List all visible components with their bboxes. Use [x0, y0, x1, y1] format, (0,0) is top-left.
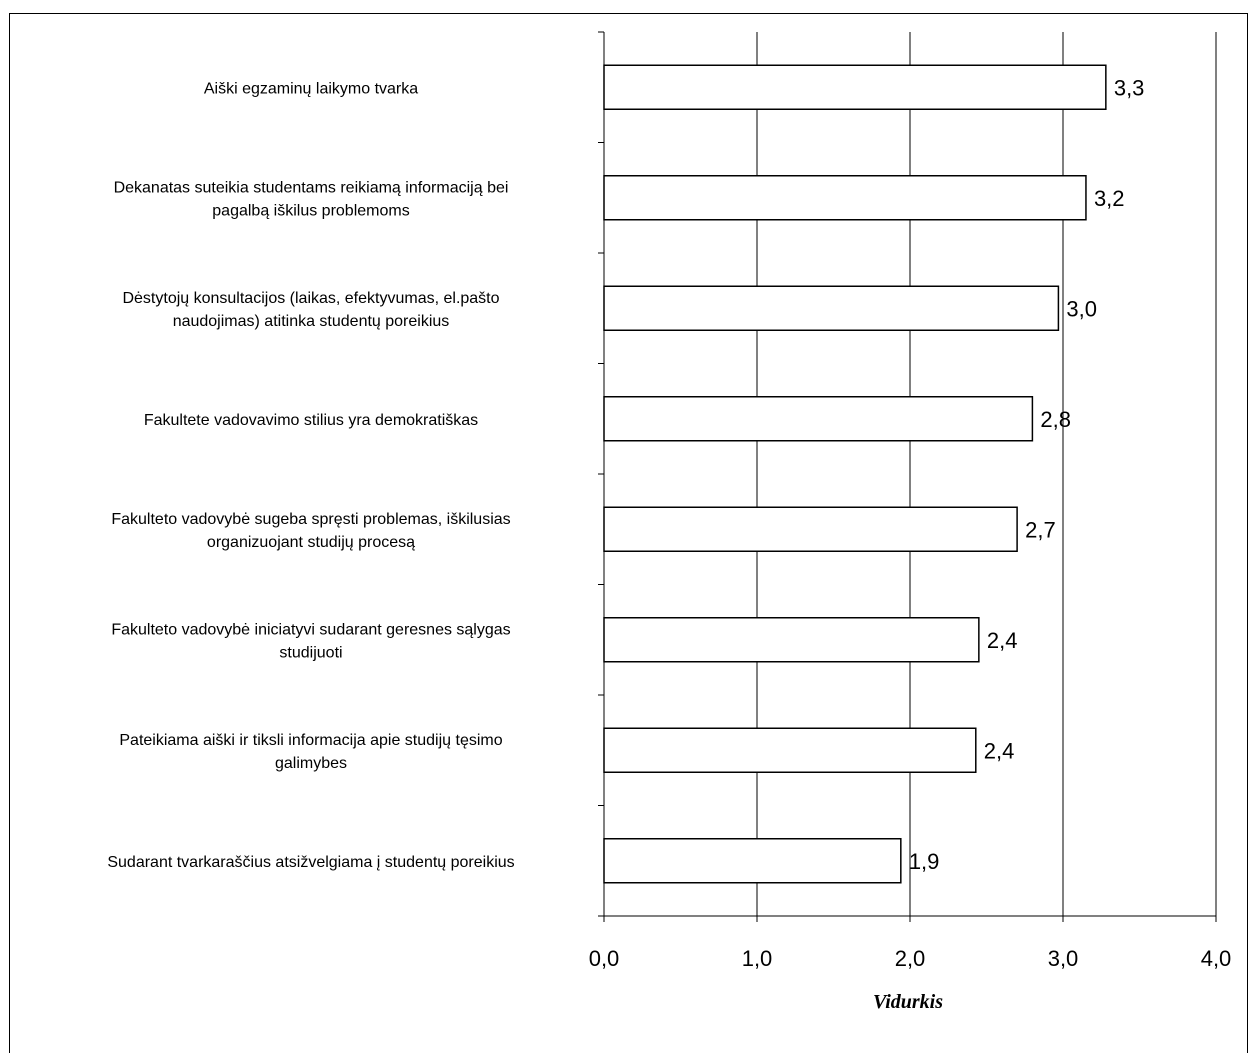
- data-label: 3,3: [1114, 75, 1145, 100]
- axes: [598, 31, 1217, 922]
- data-label: 2,4: [987, 628, 1018, 653]
- category-label: Pateikiama aiški ir tiksli informacija a…: [119, 732, 502, 772]
- data-label: 3,0: [1066, 296, 1097, 321]
- category-label-line: studijuoti: [279, 644, 342, 661]
- category-label-line: naudojimas) atitinka studentų poreikius: [173, 313, 450, 330]
- category-label-line: organizuojant studijų procesą: [207, 534, 415, 551]
- category-label: Fakulteto vadovybė sugeba spręsti proble…: [111, 511, 510, 551]
- category-label: Fakultete vadovavimo stilius yra demokra…: [144, 412, 478, 429]
- x-tick-label: 1,0: [742, 946, 773, 971]
- x-tick-label: 0,0: [589, 946, 620, 971]
- category-label-line: Sudarant tvarkaraščius atsižvelgiama į s…: [107, 854, 514, 871]
- bar: [603, 64, 1107, 110]
- category-labels: Aiški egzaminų laikymo tvarka Dekanatas s…: [107, 80, 514, 871]
- bar: [603, 506, 1018, 552]
- bar: [603, 727, 977, 773]
- data-label: 2,8: [1040, 407, 1071, 432]
- x-tick-label: 4,0: [1201, 946, 1232, 971]
- category-label-line: Dėstytojų konsultacijos (laikas, efektyv…: [122, 290, 499, 307]
- category-label-line: Fakulteto vadovybė iniciatyvi sudarant g…: [111, 621, 510, 638]
- bar: [603, 396, 1034, 442]
- bar: [603, 838, 902, 884]
- category-label: Aiški egzaminų laikymo tvarka: [204, 80, 418, 97]
- data-label: 3,2: [1094, 186, 1125, 211]
- category-label-line: Pateikiama aiški ir tiksli informacija a…: [119, 732, 502, 749]
- bars: [603, 64, 1107, 884]
- category-label-line: Aiški egzaminų laikymo tvarka: [204, 80, 418, 97]
- x-tick-label: 3,0: [1048, 946, 1079, 971]
- bar: [603, 285, 1060, 331]
- category-label: Sudarant tvarkaraščius atsižvelgiama į s…: [107, 854, 514, 871]
- category-label-line: Fakulteto vadovybė sugeba spręsti proble…: [111, 511, 510, 528]
- data-labels: 3,3 3,2 3,0 2,8 2,7 2,4 2,4 1,9: [909, 75, 1145, 874]
- bar: [603, 175, 1087, 221]
- category-label: Fakulteto vadovybė iniciatyvi sudarant g…: [111, 621, 510, 661]
- category-label-line: galimybes: [275, 755, 347, 772]
- x-axis-title: Vidurkis: [873, 991, 943, 1013]
- data-label: 2,4: [984, 738, 1015, 763]
- gridlines: [756, 32, 1217, 916]
- category-label-line: pagalbą iškilus problemoms: [212, 202, 409, 219]
- bar: [603, 617, 980, 663]
- data-label: 1,9: [909, 849, 940, 874]
- category-label-line: Fakultete vadovavimo stilius yra demokra…: [144, 412, 478, 429]
- x-tick-labels: 0,0 1,0 2,0 3,0 4,0: [589, 946, 1232, 971]
- data-label: 2,7: [1025, 517, 1056, 542]
- chart-frame: [9, 13, 1248, 1053]
- category-label: Dėstytojų konsultacijos (laikas, efektyv…: [122, 290, 499, 330]
- x-tick-label: 2,0: [895, 946, 926, 971]
- category-label: Dekanatas suteikia studentams reikiamą i…: [114, 179, 509, 219]
- category-label-line: Dekanatas suteikia studentams reikiamą i…: [114, 179, 509, 196]
